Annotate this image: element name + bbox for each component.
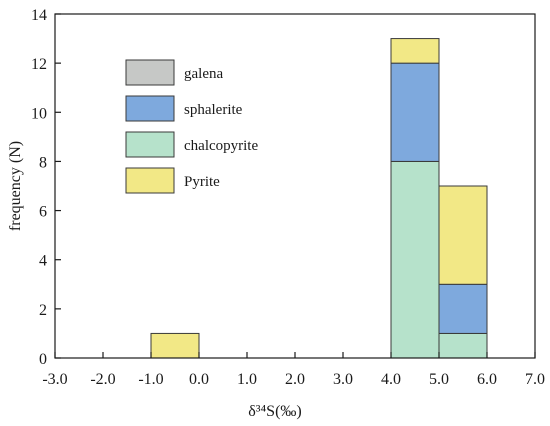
y-tick-label: 8 [39, 154, 47, 171]
x-tick-label: 1.0 [237, 371, 257, 388]
legend: galena sphalerite chalcopyrite Pyrite [125, 59, 258, 194]
bar-sphalerite-5 [438, 283, 488, 334]
x-tick-label: 6.0 [477, 371, 497, 388]
x-tick-label: 7.0 [525, 371, 545, 388]
x-axis-title: δ³⁴S(‰) [248, 403, 301, 420]
x-tick-label: 3.0 [333, 371, 353, 388]
bar-chalcopyrite-5 [438, 332, 488, 359]
legend-swatch-galena [125, 59, 175, 86]
x-tick-label: 2.0 [285, 371, 305, 388]
y-tick-label: 4 [39, 253, 47, 270]
x-tick-label: 0.0 [189, 371, 209, 388]
legend-label-chalcopyrite: chalcopyrite [184, 138, 258, 154]
legend-swatch-chalcopyrite [125, 131, 175, 158]
y-tick-label: 0 [39, 351, 47, 368]
legend-label-galena: galena [184, 66, 223, 82]
y-tick-label: 14 [31, 7, 47, 24]
bar-sphalerite-4 [390, 62, 440, 162]
x-tick-label: -3.0 [42, 371, 67, 388]
bars-layer [150, 38, 488, 359]
bar-pyrite-5 [438, 185, 488, 285]
bar-pyrite-4 [390, 38, 440, 64]
legend-swatch-sphalerite [125, 95, 175, 122]
x-axis: -3.0 -2.0 -1.0 0.0 1.0 2.0 3.0 4.0 5.0 6.0 7.0 [42, 352, 545, 388]
legend-label-pyrite: Pyrite [184, 174, 220, 190]
bar-pyrite--1 [150, 332, 200, 359]
legend-swatch-pyrite [125, 167, 175, 194]
y-tick-label: 6 [39, 204, 47, 221]
x-tick-label: -2.0 [90, 371, 115, 388]
legend-label-sphalerite: sphalerite [184, 102, 243, 118]
y-tick-label: 10 [31, 105, 47, 122]
bar-chalcopyrite-4 [390, 160, 440, 359]
x-tick-label: 5.0 [429, 371, 449, 388]
y-axis-title: frequency (N) [7, 141, 24, 231]
x-tick-label: 4.0 [381, 371, 401, 388]
y-tick-label: 12 [31, 56, 47, 73]
y-axis: 0 2 4 6 8 10 12 14 [31, 7, 61, 368]
x-tick-label: -1.0 [138, 371, 163, 388]
y-tick-label: 2 [39, 302, 47, 319]
